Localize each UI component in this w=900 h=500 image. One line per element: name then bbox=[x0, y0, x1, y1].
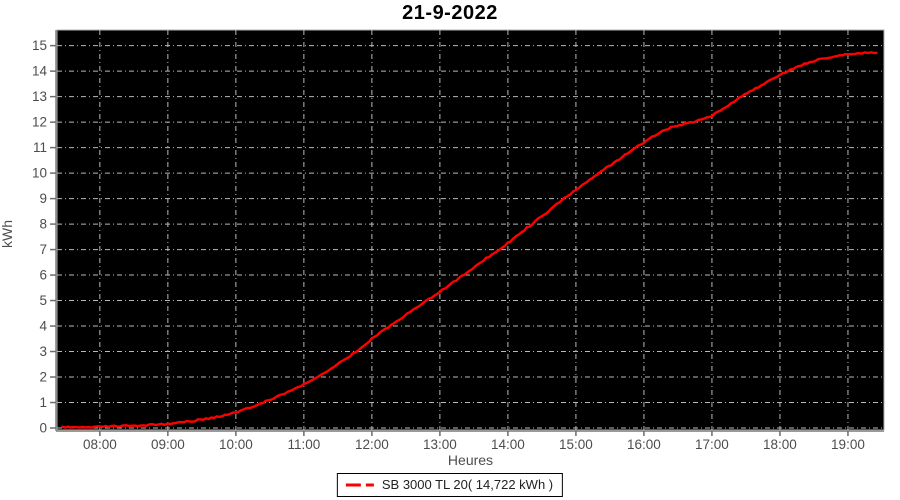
legend: SB 3000 TL 20( 14,722 kWh ) bbox=[336, 473, 564, 497]
svg-text:14:00: 14:00 bbox=[491, 437, 525, 452]
svg-text:13:00: 13:00 bbox=[423, 437, 457, 452]
chart-title: 21-9-2022 bbox=[402, 2, 498, 24]
svg-text:16:00: 16:00 bbox=[627, 437, 661, 452]
svg-text:13: 13 bbox=[32, 89, 47, 104]
grid-lines bbox=[57, 30, 884, 430]
svg-text:5: 5 bbox=[39, 293, 47, 308]
svg-text:10:00: 10:00 bbox=[219, 437, 253, 452]
svg-text:0: 0 bbox=[39, 421, 47, 436]
svg-text:9: 9 bbox=[39, 191, 47, 206]
svg-text:19:00: 19:00 bbox=[831, 437, 865, 452]
x-axis-label: Heures bbox=[447, 452, 494, 468]
svg-text:14: 14 bbox=[32, 64, 48, 79]
series-line-sb3000 bbox=[61, 51, 878, 429]
y-axis-label: kWh bbox=[0, 220, 15, 248]
svg-text:7: 7 bbox=[39, 242, 47, 257]
svg-text:12: 12 bbox=[32, 115, 47, 130]
plot-area bbox=[56, 29, 885, 431]
svg-text:15:00: 15:00 bbox=[559, 437, 593, 452]
svg-text:6: 6 bbox=[39, 268, 47, 283]
svg-text:18:00: 18:00 bbox=[763, 437, 797, 452]
svg-text:10: 10 bbox=[32, 166, 47, 181]
legend-label: SB 3000 TL 20( 14,722 kWh ) bbox=[381, 477, 554, 492]
svg-text:8: 8 bbox=[39, 217, 47, 232]
svg-text:11:00: 11:00 bbox=[287, 437, 320, 452]
svg-text:4: 4 bbox=[39, 319, 47, 334]
svg-text:08:00: 08:00 bbox=[83, 437, 117, 452]
svg-text:17:00: 17:00 bbox=[695, 437, 729, 452]
axis-ticks bbox=[50, 44, 849, 436]
legend-line-icon bbox=[345, 483, 376, 486]
axis-tick-labels: 08:00 09:00 10:00 11:00 12:00 13:00 14:00 15:00… bbox=[32, 38, 865, 452]
svg-text:11: 11 bbox=[33, 140, 47, 155]
svg-text:15: 15 bbox=[32, 38, 47, 53]
svg-text:09:00: 09:00 bbox=[151, 437, 185, 452]
svg-text:12:00: 12:00 bbox=[355, 437, 389, 452]
svg-text:2: 2 bbox=[39, 370, 47, 385]
svg-text:1: 1 bbox=[39, 395, 47, 410]
svg-text:3: 3 bbox=[39, 344, 47, 359]
